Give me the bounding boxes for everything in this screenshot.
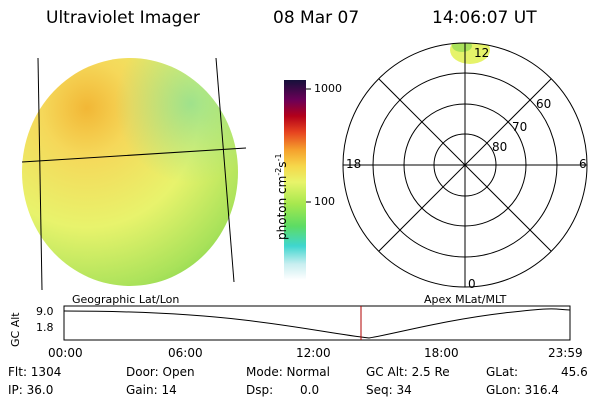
timeline-left-label: Geographic Lat/Lon — [72, 293, 180, 306]
status-glat-value: 45.6 — [561, 365, 588, 379]
timeline-x-tick-0000: 00:00 — [48, 346, 83, 360]
timeline-y-axis-label: GC Alt — [9, 312, 22, 347]
colorbar-tick-1000: 1000 — [314, 82, 342, 95]
polar-mlt-12: 12 — [474, 46, 490, 60]
timeline-x-tick-2359: 23:59 — [548, 346, 583, 360]
polar-lat-80: 80 — [492, 140, 508, 154]
uv-limb-glow — [22, 58, 238, 286]
timeline-right-label: Apex MLat/MLT — [424, 293, 507, 306]
timeline-x-tick-1800: 18:00 — [424, 346, 459, 360]
status-gc-alt: GC Alt: 2.5 Re — [366, 365, 450, 379]
timeline-x-tick-1200: 12:00 — [296, 346, 331, 360]
status-door: Door: Open — [126, 365, 195, 379]
date-label: 08 Mar 07 — [273, 8, 360, 28]
polar-mlt-0: 0 — [468, 277, 476, 291]
colorbar-tick-100: 100 — [314, 195, 335, 208]
polar-plot — [342, 42, 588, 288]
orbit-timeline — [63, 305, 571, 341]
colorbar — [284, 80, 311, 280]
auroral-oval-patch — [450, 43, 490, 64]
app-title: Ultraviolet Imager — [46, 8, 200, 28]
altitude-curve — [63, 308, 571, 339]
polar-mlt-18: 18 — [346, 157, 362, 171]
status-seq: Seq: 34 — [366, 383, 412, 397]
geo-lon-line — [215, 57, 235, 283]
status-glat-label: GLat: — [486, 365, 519, 379]
polar-mlt-6: 6 — [579, 157, 587, 171]
polar-lat-60: 60 — [536, 97, 552, 111]
uv-image-panel — [21, 57, 247, 291]
timeline-x-tick-0600: 06:00 — [168, 346, 203, 360]
status-dsp-label: Dsp: — [246, 383, 274, 397]
status-glon: GLon: 316.4 — [486, 383, 559, 397]
status-gain: Gain: 14 — [126, 383, 177, 397]
time-label: 14:06:07 UT — [432, 8, 537, 28]
timeline-y-tick-9: 9.0 — [36, 305, 54, 318]
polar-lat-70: 70 — [512, 120, 528, 134]
status-ip: IP: 36.0 — [8, 383, 54, 397]
colorbar-unit-label: photon cm-2s-1 — [274, 153, 289, 240]
geo-lat-line — [21, 147, 247, 163]
timeline-y-tick-1-8: 1.8 — [36, 321, 54, 334]
status-mode: Mode: Normal — [246, 365, 330, 379]
geo-lon-line — [37, 57, 43, 291]
status-dsp-value: 0.0 — [300, 383, 320, 397]
status-flt: Flt: 1304 — [8, 365, 62, 379]
